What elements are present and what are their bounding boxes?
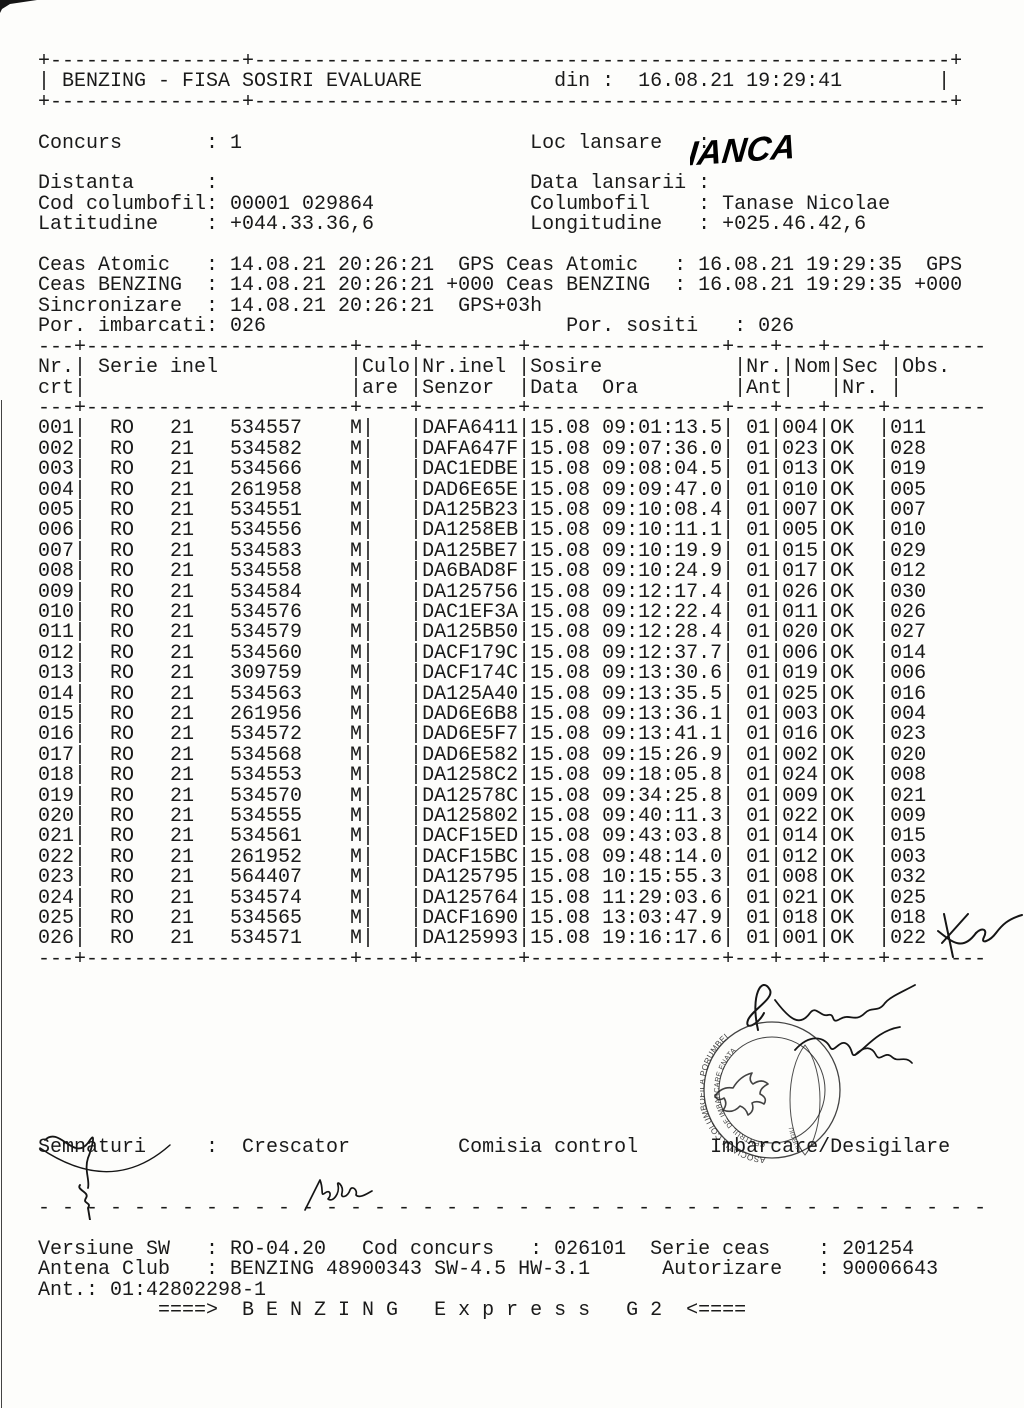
svg-text:IANCA: IANCA	[690, 128, 798, 174]
